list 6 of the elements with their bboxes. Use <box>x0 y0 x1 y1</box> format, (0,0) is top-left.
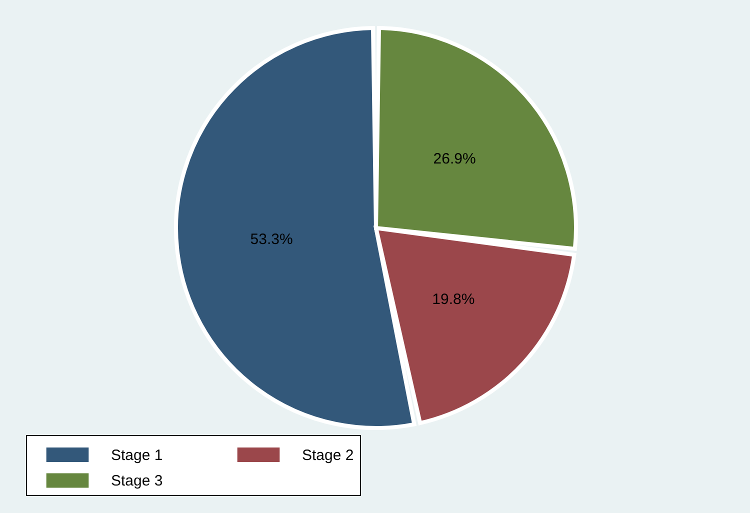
legend-label: Stage 2 <box>302 446 354 464</box>
legend-label: Stage 3 <box>111 472 163 490</box>
legend-label: Stage 1 <box>111 446 163 464</box>
data-label: 19.8% <box>432 290 475 308</box>
data-label: 26.9% <box>433 150 476 168</box>
data-label: 53.3% <box>250 230 293 248</box>
